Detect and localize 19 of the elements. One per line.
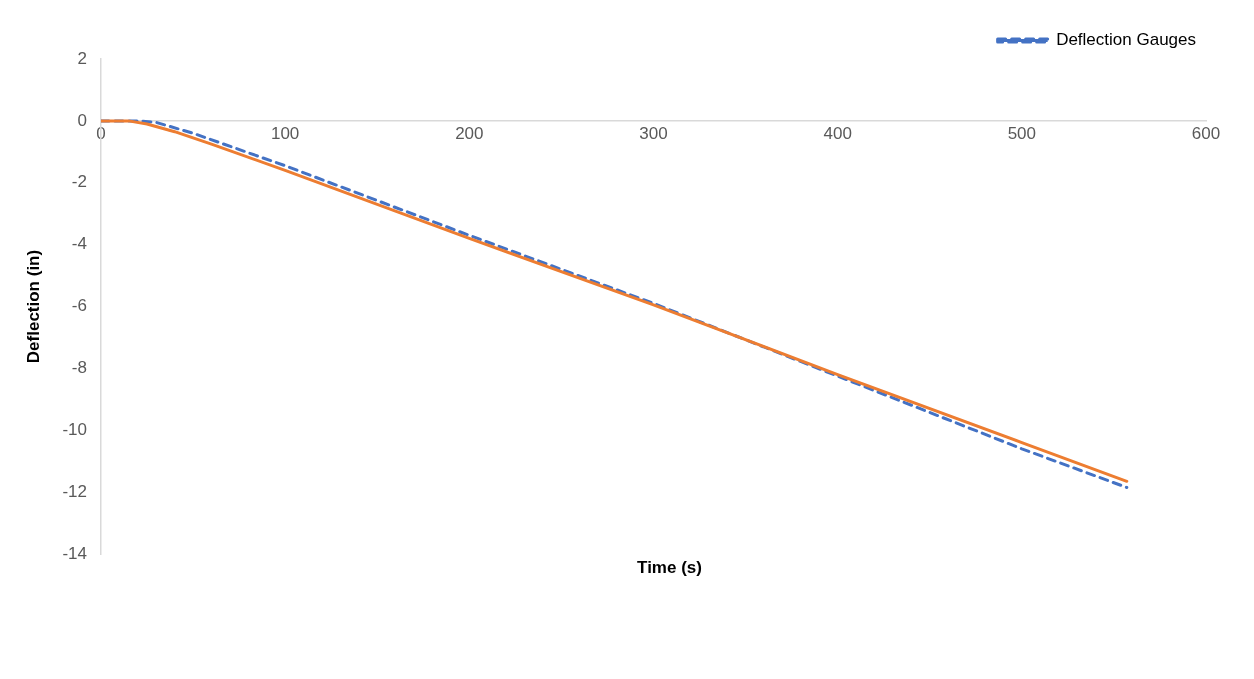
y-tick-label: -14 — [62, 543, 87, 563]
x-tick-label: 200 — [455, 123, 484, 143]
x-tick-label: 500 — [1007, 123, 1037, 143]
y-tick-label: -2 — [71, 172, 87, 192]
y-axis-title: Deflection (in) — [23, 249, 43, 364]
x-tick-label: 100 — [270, 123, 300, 143]
y-tick-label: -8 — [71, 358, 87, 378]
x-tick-label: 400 — [823, 123, 852, 143]
y-tick-label: -6 — [71, 296, 87, 316]
y-tick-label: -10 — [62, 419, 87, 439]
y-tick-label: -12 — [62, 481, 87, 501]
y-tick-label: -4 — [71, 234, 87, 254]
y-tick-label: 2 — [77, 48, 87, 68]
x-tick-label: 600 — [1191, 123, 1221, 143]
y-tick-label: 0 — [77, 110, 87, 130]
x-tick-label: 300 — [639, 123, 668, 143]
legend-label: Deflection Gauges — [1056, 30, 1197, 50]
x-axis-title: Time (s) — [636, 558, 703, 578]
x-tick-label: 0 — [96, 123, 106, 143]
